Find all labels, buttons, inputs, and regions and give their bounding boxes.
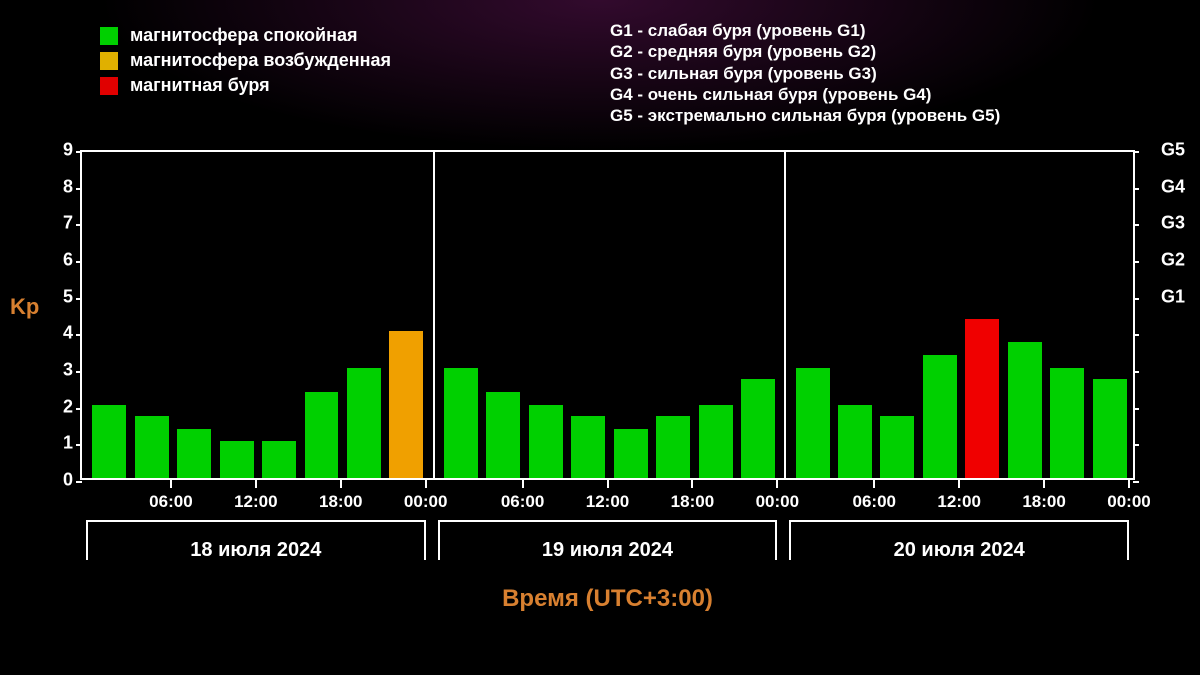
legend-label: магнитосфера возбужденная: [130, 50, 391, 71]
bar: [923, 355, 957, 478]
bar: [177, 429, 211, 479]
bar: [486, 392, 520, 478]
bar: [1050, 368, 1084, 478]
date-box: 20 июля 2024: [789, 520, 1129, 560]
y-tick: 9: [63, 140, 73, 161]
x-time-tick: 06:00: [501, 492, 544, 512]
bar: [1093, 379, 1127, 478]
x-axis-title: Время (UTC+3:00): [80, 585, 1135, 613]
legend-left: магнитосфера спокойная магнитосфера возбу…: [100, 25, 391, 100]
y-tick: 0: [63, 470, 73, 491]
y-tick: 4: [63, 323, 73, 344]
bar: [347, 368, 381, 478]
date-label: 18 июля 2024: [190, 539, 321, 562]
x-time-tick: 18:00: [319, 492, 362, 512]
y-tick: 3: [63, 360, 73, 381]
bar: [741, 379, 775, 478]
date-box: 19 июля 2024: [438, 520, 778, 560]
y-tick: 8: [63, 176, 73, 197]
bar: [796, 368, 830, 478]
legend-swatch: [100, 27, 118, 45]
bar: [92, 405, 126, 478]
y-axis-label: Kp: [10, 294, 39, 320]
date-box: 18 июля 2024: [86, 520, 426, 560]
day-separator: [433, 152, 435, 478]
kp-chart: Kp 0123456789 G1G2G3G4G5 06:0012:0018:00…: [40, 150, 1160, 640]
plot-area: [80, 150, 1135, 480]
x-time-tick: 00:00: [1107, 492, 1150, 512]
legend-right: G1 - слабая буря (уровень G1)G2 - средня…: [610, 20, 1000, 126]
x-time-tick: 18:00: [671, 492, 714, 512]
x-time-tick: 12:00: [234, 492, 277, 512]
y-tick: 2: [63, 396, 73, 417]
bar: [699, 405, 733, 478]
y2-tick: G3: [1161, 213, 1185, 234]
date-label: 20 июля 2024: [894, 539, 1025, 562]
day-separator: [784, 152, 786, 478]
legend-label: магнитосфера спокойная: [130, 25, 358, 46]
x-time-tick: 00:00: [756, 492, 799, 512]
legend-item: магнитная буря: [100, 75, 391, 96]
legend-swatch: [100, 77, 118, 95]
y2-tick: G2: [1161, 250, 1185, 271]
bar: [656, 416, 690, 478]
x-time-tick: 12:00: [937, 492, 980, 512]
bar: [529, 405, 563, 478]
x-time-tick: 12:00: [586, 492, 629, 512]
legend-item: магнитосфера спокойная: [100, 25, 391, 46]
x-axis-dates: 18 июля 2024 19 июля 2024 20 июля 2024: [80, 520, 1135, 564]
bar: [614, 429, 648, 479]
y2-axis-ticks: G1G2G3G4G5: [1161, 150, 1187, 480]
x-time-tick: 06:00: [149, 492, 192, 512]
y-tick: 5: [63, 286, 73, 307]
y-axis-ticks: 0123456789: [48, 150, 73, 480]
y2-tick: G1: [1161, 286, 1185, 307]
bar: [444, 368, 478, 478]
x-time-tick: 18:00: [1022, 492, 1065, 512]
bar: [389, 331, 423, 478]
x-axis-times: 06:00 12:00 18:00 00:00 06:00 12:00 18:00 00:00…: [80, 488, 1135, 514]
bar: [880, 416, 914, 478]
bar: [1008, 342, 1042, 478]
y2-tick: G4: [1161, 176, 1185, 197]
y-tick: 7: [63, 213, 73, 234]
legend-right-line: G2 - средняя буря (уровень G2): [610, 41, 1000, 62]
bar: [262, 441, 296, 478]
legend-label: магнитная буря: [130, 75, 270, 96]
x-time-tick: 00:00: [404, 492, 447, 512]
legend-item: магнитосфера возбужденная: [100, 50, 391, 71]
legend-right-line: G3 - сильная буря (уровень G3): [610, 63, 1000, 84]
y2-tick: G5: [1161, 140, 1185, 161]
legend-right-line: G4 - очень сильная буря (уровень G4): [610, 84, 1000, 105]
y-tick: 1: [63, 433, 73, 454]
bar: [965, 319, 999, 479]
bar: [571, 416, 605, 478]
date-label: 19 июля 2024: [542, 539, 673, 562]
bar: [135, 416, 169, 478]
x-time-tick: 06:00: [853, 492, 896, 512]
bar: [305, 392, 339, 478]
legend-right-line: G1 - слабая буря (уровень G1): [610, 20, 1000, 41]
legend-swatch: [100, 52, 118, 70]
bar: [838, 405, 872, 478]
bar: [220, 441, 254, 478]
legend-right-line: G5 - экстремально сильная буря (уровень …: [610, 105, 1000, 126]
y-tick: 6: [63, 250, 73, 271]
